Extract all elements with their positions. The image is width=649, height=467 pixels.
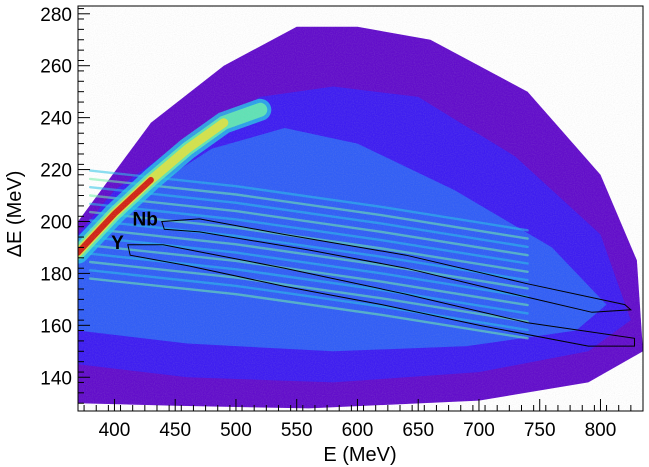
- y-tick-label: 220: [40, 161, 72, 182]
- x-tick-label: 400: [99, 420, 131, 441]
- gate-y-label: Y: [111, 233, 124, 254]
- x-tick-label: 450: [159, 420, 191, 441]
- gate-y-outline: [127, 244, 635, 347]
- y-tick-label: 280: [40, 5, 72, 26]
- axes: 140 160 180 200 220 240 260 280 400 450 500 550 600 6…: [40, 5, 644, 441]
- y-tick-label: 140: [40, 368, 72, 389]
- heatmap: [78, 6, 643, 411]
- gate-nb-outline: [161, 218, 633, 313]
- x-tick-label: 550: [281, 420, 313, 441]
- y-tick-label: 200: [40, 212, 72, 233]
- plot-frame: [77, 5, 644, 412]
- x-tick-label: 600: [342, 420, 374, 441]
- y-tick-label: 160: [40, 316, 72, 337]
- y-tick-label: 240: [40, 109, 72, 130]
- y-tick-label: 260: [40, 57, 72, 78]
- gate-nb-label: Nb: [133, 209, 158, 230]
- x-tick-label: 650: [402, 420, 434, 441]
- gates: Nb Y: [111, 209, 635, 347]
- y-tick-label: 180: [40, 264, 72, 285]
- x-tick-label: 750: [524, 420, 556, 441]
- x-axis-title: E (MeV): [323, 444, 396, 466]
- heatmap-noise: [78, 6, 643, 411]
- y-axis-title: ΔE (MeV): [4, 171, 26, 258]
- x-tick-label: 800: [585, 420, 617, 441]
- x-tick-label: 500: [220, 420, 252, 441]
- x-tick-label: 700: [463, 420, 495, 441]
